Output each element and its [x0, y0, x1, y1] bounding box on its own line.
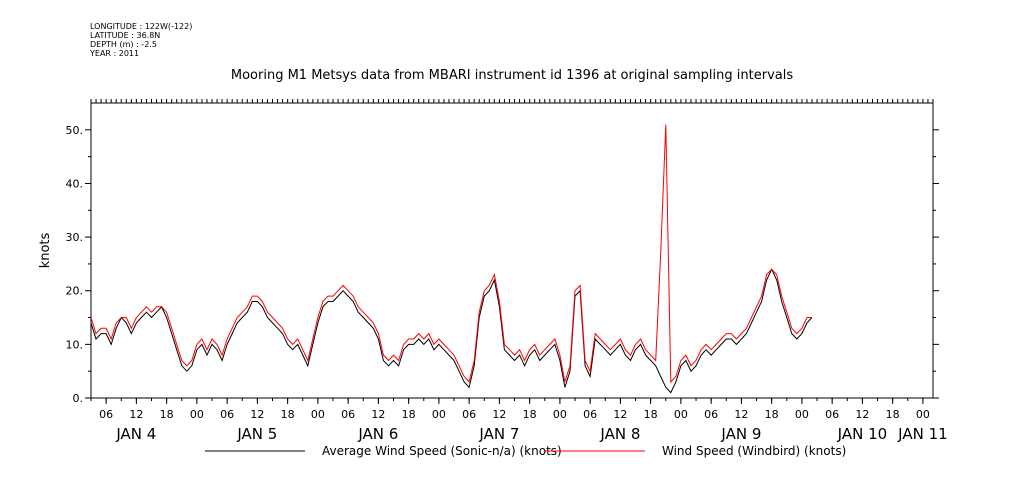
x-day-label: JAN 10 [837, 425, 888, 443]
depth-text: DEPTH (m) : -2.5 [90, 40, 157, 49]
x-tick-label: 06 [462, 408, 476, 421]
x-tick-label: 00 [553, 408, 567, 421]
y-tick-label: 50. [66, 124, 84, 137]
x-tick-label: 06 [341, 408, 355, 421]
x-day-label: JAN 11 [897, 425, 948, 443]
x-day-label: JAN 4 [115, 425, 156, 443]
x-day-label: JAN 8 [599, 425, 640, 443]
x-tick-label: 00 [190, 408, 204, 421]
legend-label-sonic: Average Wind Speed (Sonic-n/a) (knots) [322, 444, 562, 458]
x-tick-label: 06 [220, 408, 234, 421]
series-line-windbird [90, 124, 812, 384]
metadata-block: LONGITUDE : 122W(-122) LATITUDE : 36.8N … [90, 22, 192, 58]
x-tick-label: 18 [765, 408, 779, 421]
x-tick-label: 00 [795, 408, 809, 421]
x-tick-label: 06 [583, 408, 597, 421]
x-day-label: JAN 9 [720, 425, 761, 443]
x-tick-label: 18 [160, 408, 174, 421]
longitude-text: LONGITUDE : 122W(-122) [90, 22, 193, 31]
x-tick-label: 18 [281, 408, 295, 421]
year-text: YEAR : 2011 [90, 49, 140, 58]
y-tick-label: 40. [66, 177, 84, 190]
x-tick-label: 00 [432, 408, 446, 421]
x-tick-label: 12 [734, 408, 748, 421]
x-tick-label: 18 [402, 408, 416, 421]
x-tick-label: 00 [674, 408, 688, 421]
x-tick-label: 00 [916, 408, 930, 421]
x-tick-label: 00 [311, 408, 325, 421]
x-tick-label: 12 [492, 408, 506, 421]
x-day-label: JAN 6 [357, 425, 398, 443]
y-tick-label: 10. [66, 338, 84, 351]
x-tick-label: 12 [371, 408, 385, 421]
latitude-text: LATITUDE : 36.8N [90, 31, 161, 40]
x-tick-label: 18 [886, 408, 900, 421]
x-day-label: JAN 7 [478, 425, 519, 443]
plot-frame [90, 102, 934, 399]
x-tick-label: 18 [644, 408, 658, 421]
x-tick-label: 18 [523, 408, 537, 421]
y-tick-label: 20. [66, 285, 84, 298]
series-line-sonic [90, 268, 813, 394]
x-tick-label: 06 [825, 408, 839, 421]
x-tick-label: 12 [613, 408, 627, 421]
x-tick-label: 06 [99, 408, 113, 421]
chart-title: Mooring M1 Metsys data from MBARI instru… [230, 68, 794, 83]
x-tick-label: 12 [250, 408, 264, 421]
x-tick-label: 12 [855, 408, 869, 421]
x-tick-label: 06 [704, 408, 718, 421]
legend-label-windbird: Wind Speed (Windbird) (knots) [662, 444, 846, 458]
y-tick-label: 30. [66, 231, 84, 244]
y-axis-label: knots [38, 232, 53, 268]
y-tick-label: 0. [73, 392, 84, 405]
x-tick-label: 12 [129, 408, 143, 421]
x-day-label: JAN 5 [236, 425, 277, 443]
